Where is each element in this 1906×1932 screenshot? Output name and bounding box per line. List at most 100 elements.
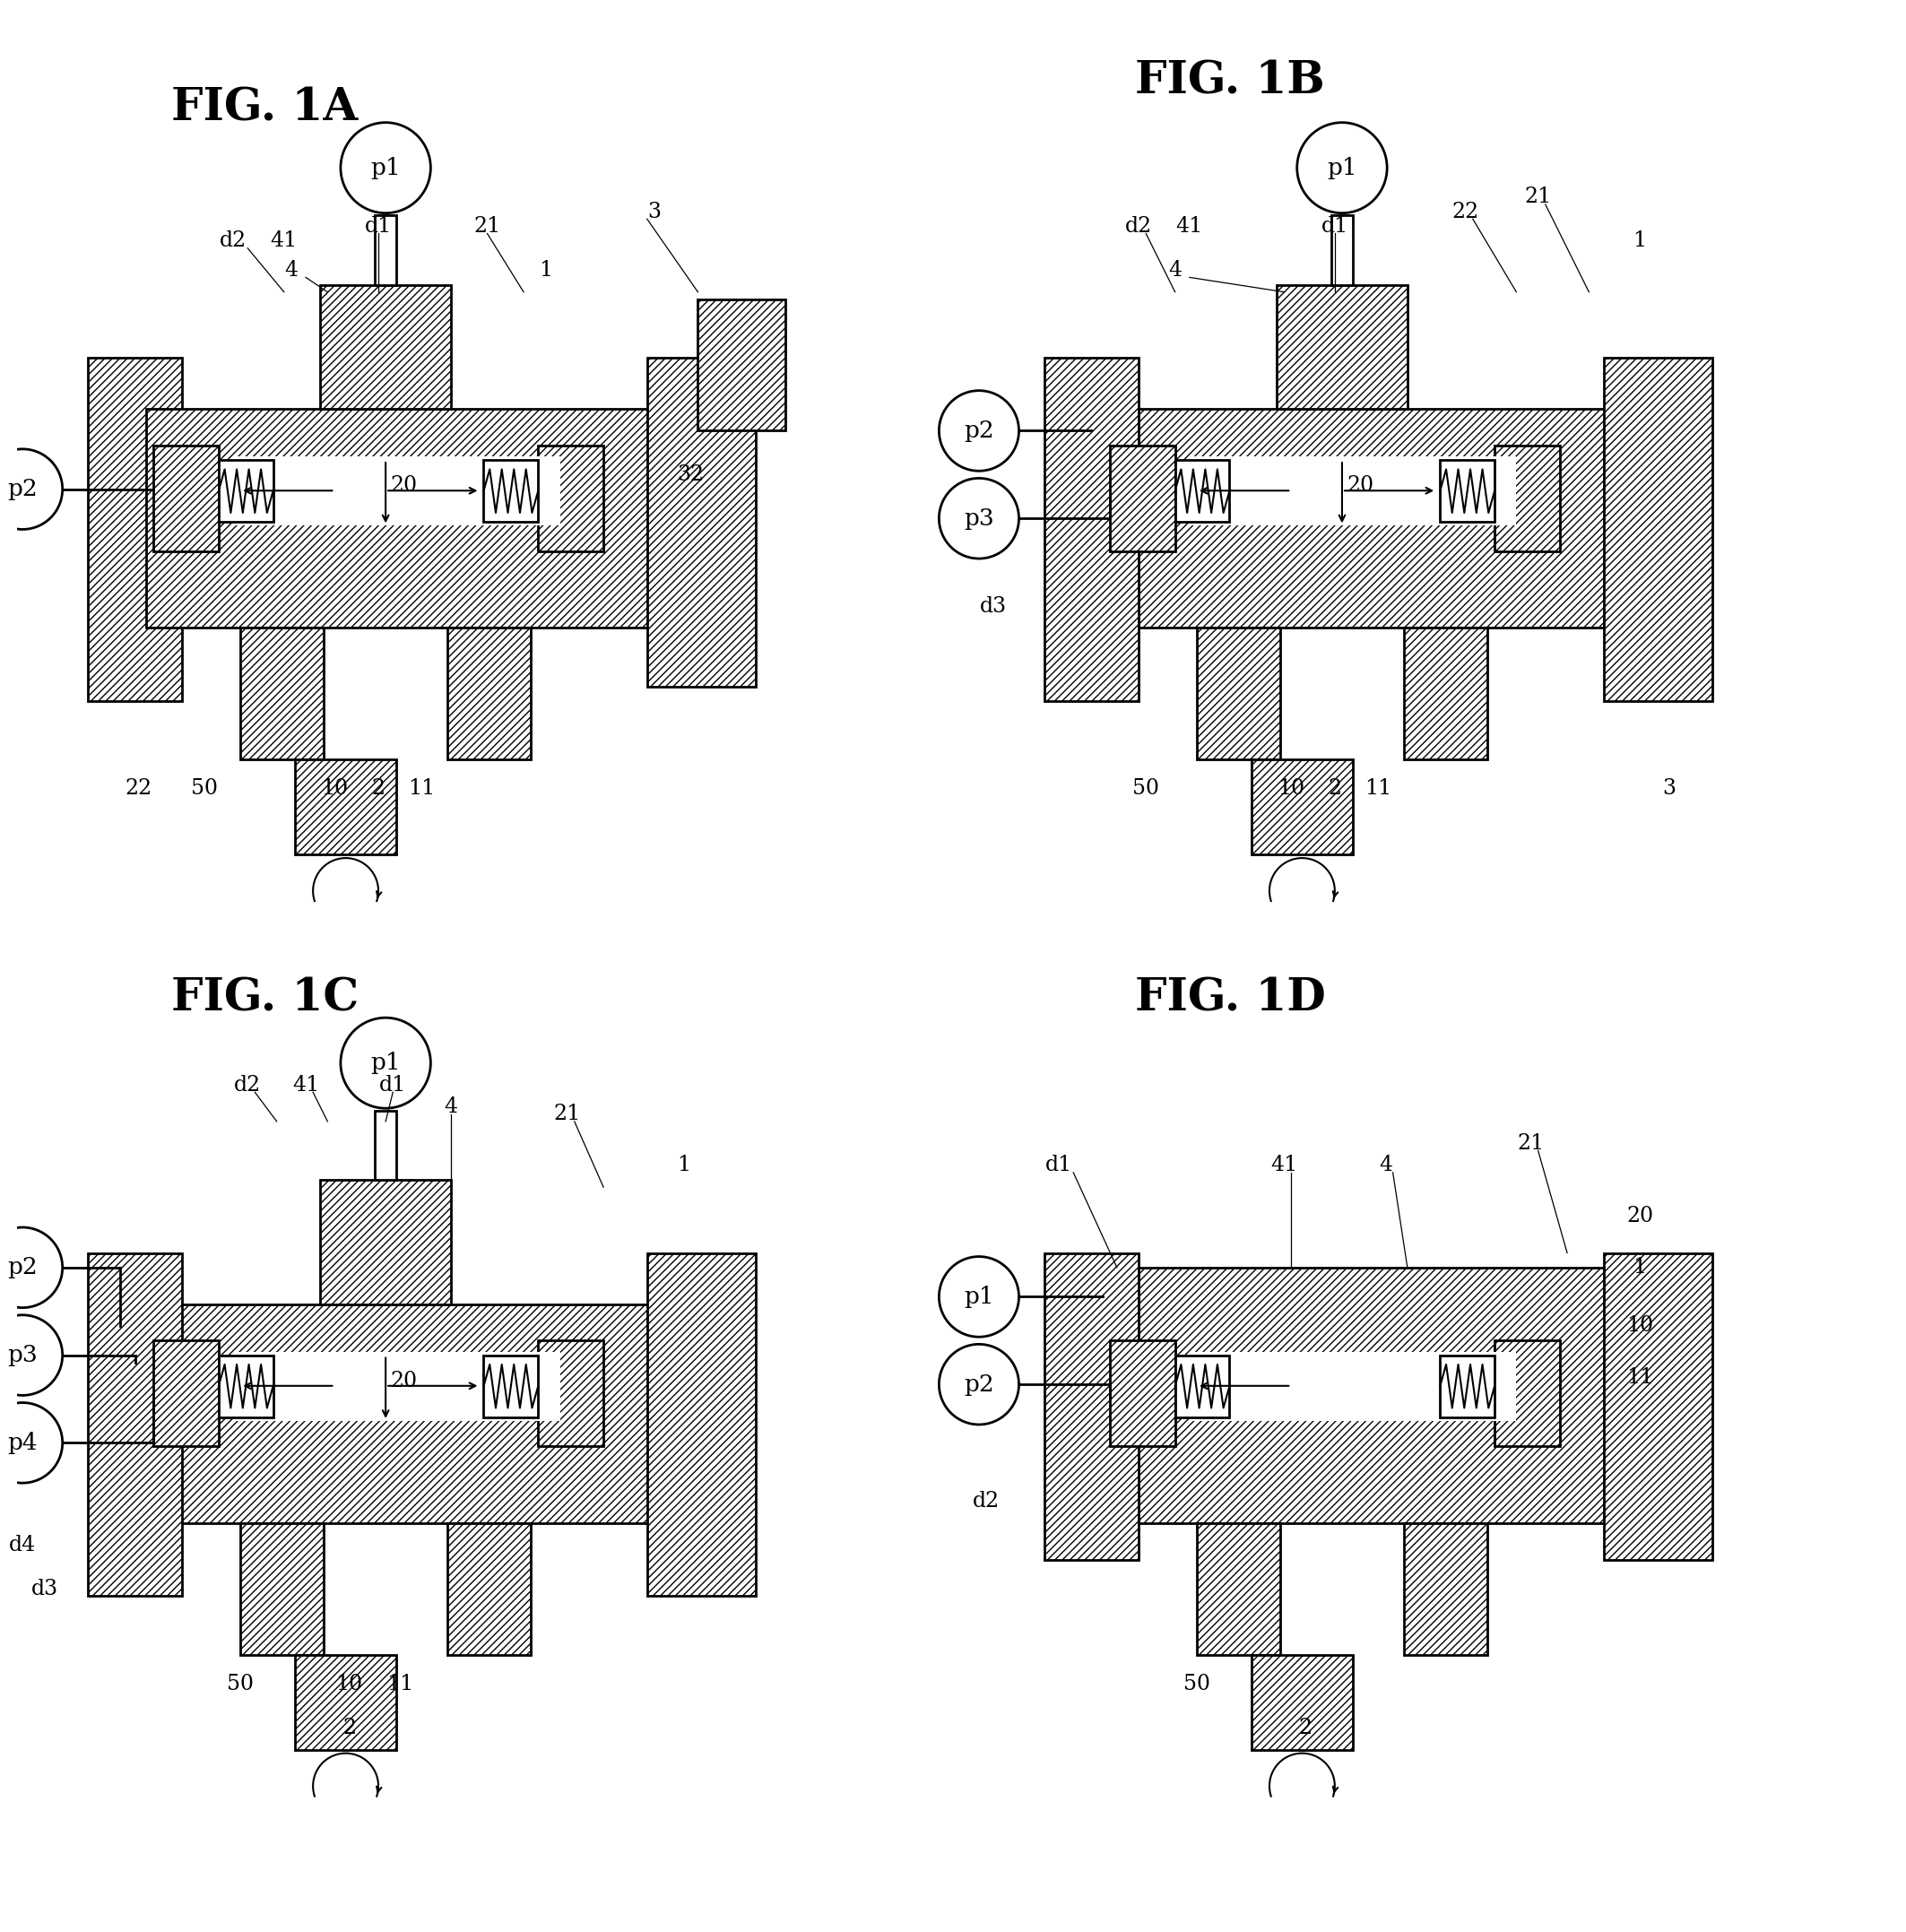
- Text: 41: 41: [1176, 216, 1203, 236]
- Bar: [1044, 1254, 1138, 1559]
- Text: p1: p1: [1327, 156, 1357, 180]
- Bar: [1330, 214, 1353, 284]
- Bar: [1197, 1522, 1281, 1654]
- Text: 10: 10: [1277, 779, 1306, 800]
- Bar: [219, 1354, 273, 1418]
- Text: d1: d1: [1044, 1155, 1073, 1175]
- Bar: [448, 628, 532, 759]
- Bar: [233, 1352, 560, 1420]
- Text: 11: 11: [1626, 1366, 1653, 1387]
- Bar: [147, 1304, 741, 1522]
- Text: p2: p2: [8, 477, 38, 500]
- Text: 3: 3: [648, 201, 661, 222]
- Bar: [1189, 456, 1517, 526]
- Bar: [1174, 460, 1229, 522]
- Bar: [375, 1111, 396, 1180]
- Text: 50: 50: [191, 779, 217, 800]
- Text: 4: 4: [444, 1097, 457, 1117]
- Bar: [537, 446, 604, 551]
- Bar: [88, 1254, 183, 1596]
- Text: 22: 22: [1452, 201, 1479, 222]
- Text: 2: 2: [372, 779, 385, 800]
- Text: d4: d4: [10, 1534, 36, 1555]
- Bar: [1403, 628, 1487, 759]
- Bar: [484, 460, 537, 522]
- Bar: [1441, 460, 1494, 522]
- Bar: [1277, 284, 1407, 410]
- Bar: [1174, 1354, 1229, 1418]
- Bar: [88, 357, 183, 701]
- Text: 22: 22: [126, 779, 152, 800]
- Text: FIG. 1D: FIG. 1D: [1134, 978, 1327, 1022]
- Bar: [1441, 1354, 1494, 1418]
- Text: d1: d1: [379, 1074, 406, 1095]
- Text: d3: d3: [30, 1578, 57, 1600]
- Text: 20: 20: [1626, 1206, 1653, 1227]
- Bar: [1109, 1341, 1174, 1447]
- Bar: [152, 1341, 219, 1447]
- Text: 21: 21: [553, 1103, 581, 1124]
- Bar: [240, 1522, 324, 1654]
- Bar: [375, 214, 396, 284]
- Text: d2: d2: [234, 1074, 261, 1095]
- Bar: [1102, 1267, 1698, 1522]
- Bar: [646, 1254, 757, 1596]
- Bar: [1250, 1654, 1353, 1750]
- Text: 1: 1: [1633, 230, 1647, 251]
- Text: d3: d3: [980, 595, 1006, 616]
- Bar: [1044, 357, 1138, 701]
- Bar: [1102, 410, 1698, 628]
- Text: 11: 11: [387, 1673, 414, 1694]
- Text: 21: 21: [475, 216, 501, 236]
- Bar: [484, 1354, 537, 1418]
- Text: 1: 1: [539, 259, 553, 280]
- Text: d2: d2: [219, 230, 246, 251]
- Text: 10: 10: [335, 1673, 362, 1694]
- Text: p3: p3: [8, 1345, 38, 1366]
- Text: FIG. 1B: FIG. 1B: [1136, 60, 1325, 104]
- Bar: [240, 628, 324, 759]
- Text: 4: 4: [1168, 259, 1182, 280]
- Bar: [1494, 1341, 1559, 1447]
- Bar: [646, 357, 757, 686]
- Text: FIG. 1A: FIG. 1A: [172, 87, 358, 129]
- Bar: [233, 456, 560, 526]
- Text: 1: 1: [677, 1155, 690, 1175]
- Bar: [1603, 357, 1712, 701]
- Text: 20: 20: [1348, 475, 1374, 497]
- Text: 41: 41: [1271, 1155, 1298, 1175]
- Text: 11: 11: [408, 779, 435, 800]
- Bar: [152, 446, 219, 551]
- Text: d2: d2: [1125, 216, 1153, 236]
- Text: 41: 41: [292, 1074, 320, 1095]
- Text: 41: 41: [271, 230, 297, 251]
- Text: 20: 20: [391, 1370, 417, 1391]
- Text: d1: d1: [1321, 216, 1348, 236]
- Text: FIG. 1C: FIG. 1C: [172, 978, 358, 1022]
- Text: 21: 21: [1517, 1132, 1544, 1153]
- Text: p2: p2: [8, 1256, 38, 1279]
- Text: 32: 32: [677, 464, 703, 485]
- Bar: [1109, 446, 1174, 551]
- Text: 1: 1: [1633, 1258, 1647, 1277]
- Text: 50: 50: [1184, 1673, 1210, 1694]
- Text: 20: 20: [391, 475, 417, 497]
- Text: p1: p1: [964, 1285, 995, 1308]
- Text: p4: p4: [8, 1432, 38, 1455]
- Bar: [1403, 1522, 1487, 1654]
- Bar: [1603, 1254, 1712, 1559]
- Text: 4: 4: [284, 259, 297, 280]
- Bar: [537, 1341, 604, 1447]
- Text: 21: 21: [1525, 187, 1551, 207]
- Bar: [1197, 628, 1281, 759]
- Text: d2: d2: [972, 1492, 1001, 1511]
- Bar: [295, 1654, 396, 1750]
- Text: p2: p2: [964, 1374, 995, 1395]
- Bar: [295, 759, 396, 854]
- Bar: [448, 1522, 532, 1654]
- Text: 4: 4: [1378, 1155, 1393, 1175]
- Text: 10: 10: [322, 779, 349, 800]
- Bar: [147, 410, 741, 628]
- Text: 2: 2: [343, 1718, 356, 1739]
- Text: 50: 50: [1132, 779, 1159, 800]
